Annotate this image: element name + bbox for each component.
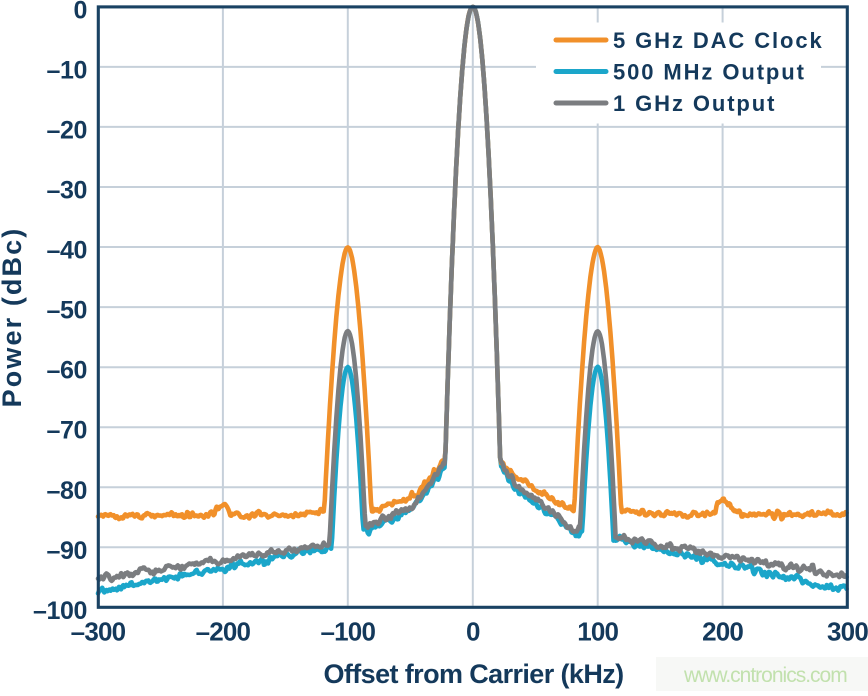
svg-text:–40: –40	[46, 237, 87, 265]
svg-text:–80: –80	[46, 477, 87, 505]
svg-text:100: 100	[577, 617, 618, 647]
svg-text:–300: –300	[71, 617, 126, 647]
svg-text:5 GHz DAC Clock: 5 GHz DAC Clock	[613, 28, 824, 53]
svg-text:–70: –70	[46, 417, 87, 445]
svg-text:–200: –200	[196, 617, 251, 647]
svg-text:–20: –20	[46, 116, 87, 144]
svg-text:Offset from Carrier (kHz): Offset from Carrier (kHz)	[323, 659, 623, 689]
svg-text:–90: –90	[46, 537, 87, 565]
svg-text:–100: –100	[33, 597, 87, 625]
svg-text:200: 200	[702, 617, 743, 647]
svg-text:–50: –50	[46, 297, 87, 325]
svg-text:–60: –60	[46, 357, 87, 385]
svg-text:1 GHz Output: 1 GHz Output	[613, 91, 776, 116]
svg-text:Power (dBc): Power (dBc)	[0, 227, 27, 408]
svg-text:www.cntronics.com: www.cntronics.com	[683, 664, 847, 687]
svg-text:0: 0	[466, 617, 480, 647]
svg-text:–30: –30	[46, 177, 87, 205]
svg-text:0: 0	[73, 0, 87, 24]
svg-text:500 MHz Output: 500 MHz Output	[613, 59, 806, 84]
svg-text:–100: –100	[320, 617, 375, 647]
svg-text:–10: –10	[46, 56, 87, 84]
svg-text:300: 300	[827, 617, 868, 647]
